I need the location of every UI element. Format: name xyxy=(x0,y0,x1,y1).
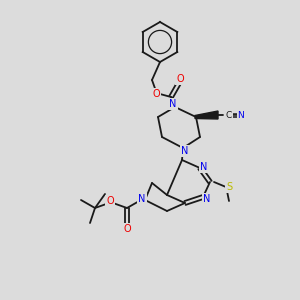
Text: C: C xyxy=(226,110,232,119)
Text: O: O xyxy=(123,224,131,234)
Text: N: N xyxy=(203,194,211,204)
Text: O: O xyxy=(106,196,114,206)
Text: O: O xyxy=(152,89,160,99)
Text: N: N xyxy=(181,146,189,156)
Text: S: S xyxy=(226,182,232,192)
Text: O: O xyxy=(176,74,184,84)
Polygon shape xyxy=(195,111,218,119)
Text: N: N xyxy=(238,110,244,119)
Text: N: N xyxy=(138,194,146,204)
Text: N: N xyxy=(200,162,208,172)
Text: N: N xyxy=(169,99,177,109)
